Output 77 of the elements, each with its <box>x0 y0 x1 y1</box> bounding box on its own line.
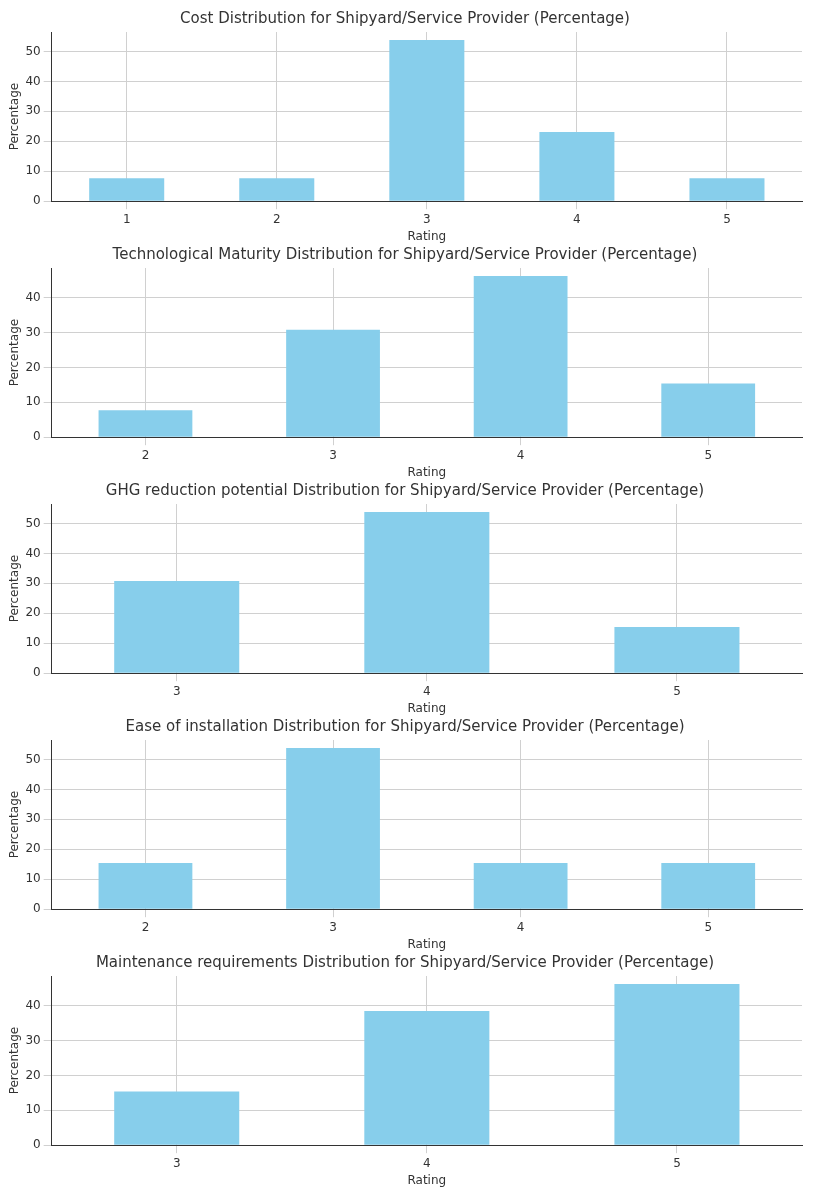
y-tick-label: 30 <box>25 575 41 590</box>
x-tick-label: 3 <box>329 447 337 462</box>
chart-title: GHG reduction potential Distribution for Shipyard/Service Provider (Percentage) <box>105 480 705 499</box>
bar <box>689 178 765 201</box>
bar <box>89 178 165 201</box>
y-tick-label: 0 <box>33 901 41 916</box>
x-tick-label: 4 <box>423 1155 431 1170</box>
x-tick-label: 4 <box>516 447 525 462</box>
x-tick-label: 4 <box>573 211 581 226</box>
chart-title: Maintenance requirements Distribution for Shipyard/Service Provider (Percentage) <box>95 952 715 971</box>
bar <box>98 410 193 437</box>
y-tick-label: 0 <box>33 193 41 208</box>
bar <box>614 984 740 1145</box>
y-tick-label: 20 <box>25 605 41 620</box>
x-tick-label: 5 <box>673 683 681 698</box>
bar <box>364 512 490 673</box>
y-tick-label: 30 <box>25 103 41 118</box>
x-axis-title: Rating <box>407 1172 447 1187</box>
x-tick-label: 1 <box>122 211 131 226</box>
y-tick-label: 40 <box>25 997 41 1012</box>
x-axis-title: Rating <box>407 700 447 715</box>
y-tick-label: 50 <box>25 515 41 530</box>
x-tick-label: 4 <box>423 683 431 698</box>
y-tick-label: 20 <box>25 359 41 374</box>
x-tick-label: 2 <box>141 919 150 934</box>
chart-title: Technological Maturity Distribution for Shipyard/Service Provider (Percentage) <box>111 244 698 263</box>
y-tick-label: 30 <box>25 324 41 339</box>
bar <box>364 1010 490 1145</box>
y-tick-label: 0 <box>33 429 41 444</box>
x-axis-title: Rating <box>407 936 447 951</box>
chart-title: Cost Distribution for Shipyard/Service Provider (Percentage) <box>180 8 630 27</box>
bar <box>614 627 740 673</box>
y-tick-label: 0 <box>33 665 41 680</box>
y-tick-label: 50 <box>25 751 41 766</box>
bar <box>286 329 380 437</box>
bar <box>114 580 240 673</box>
y-tick-label: 10 <box>25 635 41 650</box>
bar <box>661 383 756 437</box>
y-tick-label: 40 <box>25 73 41 88</box>
y-axis-title: Percentage <box>7 1026 22 1095</box>
y-tick-label: 40 <box>25 781 41 796</box>
y-tick-label: 10 <box>25 394 41 409</box>
y-tick-label: 50 <box>25 43 41 58</box>
x-axis-title: Rating <box>407 464 447 479</box>
y-tick-label: 10 <box>25 163 41 178</box>
x-tick-label: 5 <box>704 447 713 462</box>
chart-title: Ease of installation Distribution for Shipyard/Service Provider (Percentage) <box>125 716 685 735</box>
y-tick-label: 20 <box>25 841 41 856</box>
x-axis-title: Rating <box>407 228 447 243</box>
y-tick-label: 20 <box>25 1067 41 1082</box>
y-tick-label: 40 <box>25 545 41 560</box>
y-axis-title: Percentage <box>7 82 22 151</box>
y-tick-label: 20 <box>25 133 41 148</box>
y-axis-title: Percentage <box>7 554 22 623</box>
bar <box>114 1091 240 1145</box>
x-tick-label: 5 <box>673 1155 681 1170</box>
x-tick-label: 5 <box>723 211 731 226</box>
x-tick-label: 3 <box>172 683 181 698</box>
x-tick-label: 3 <box>423 211 431 226</box>
y-tick-label: 40 <box>25 289 41 304</box>
y-axis-title: Percentage <box>7 790 22 859</box>
x-tick-label: 3 <box>172 1155 181 1170</box>
y-tick-label: 30 <box>25 1032 41 1047</box>
y-tick-label: 30 <box>25 811 41 826</box>
bar <box>539 132 615 201</box>
x-tick-label: 3 <box>329 919 337 934</box>
x-tick-label: 5 <box>704 919 713 934</box>
y-axis-title: Percentage <box>7 318 22 387</box>
x-tick-label: 2 <box>141 447 150 462</box>
y-tick-label: 10 <box>25 1102 41 1117</box>
bar <box>239 178 315 201</box>
x-tick-label: 4 <box>516 919 525 934</box>
bar <box>389 40 465 201</box>
x-tick-label: 2 <box>272 211 281 226</box>
y-tick-label: 10 <box>25 871 41 886</box>
y-tick-label: 0 <box>33 1137 41 1152</box>
bar <box>473 276 568 437</box>
